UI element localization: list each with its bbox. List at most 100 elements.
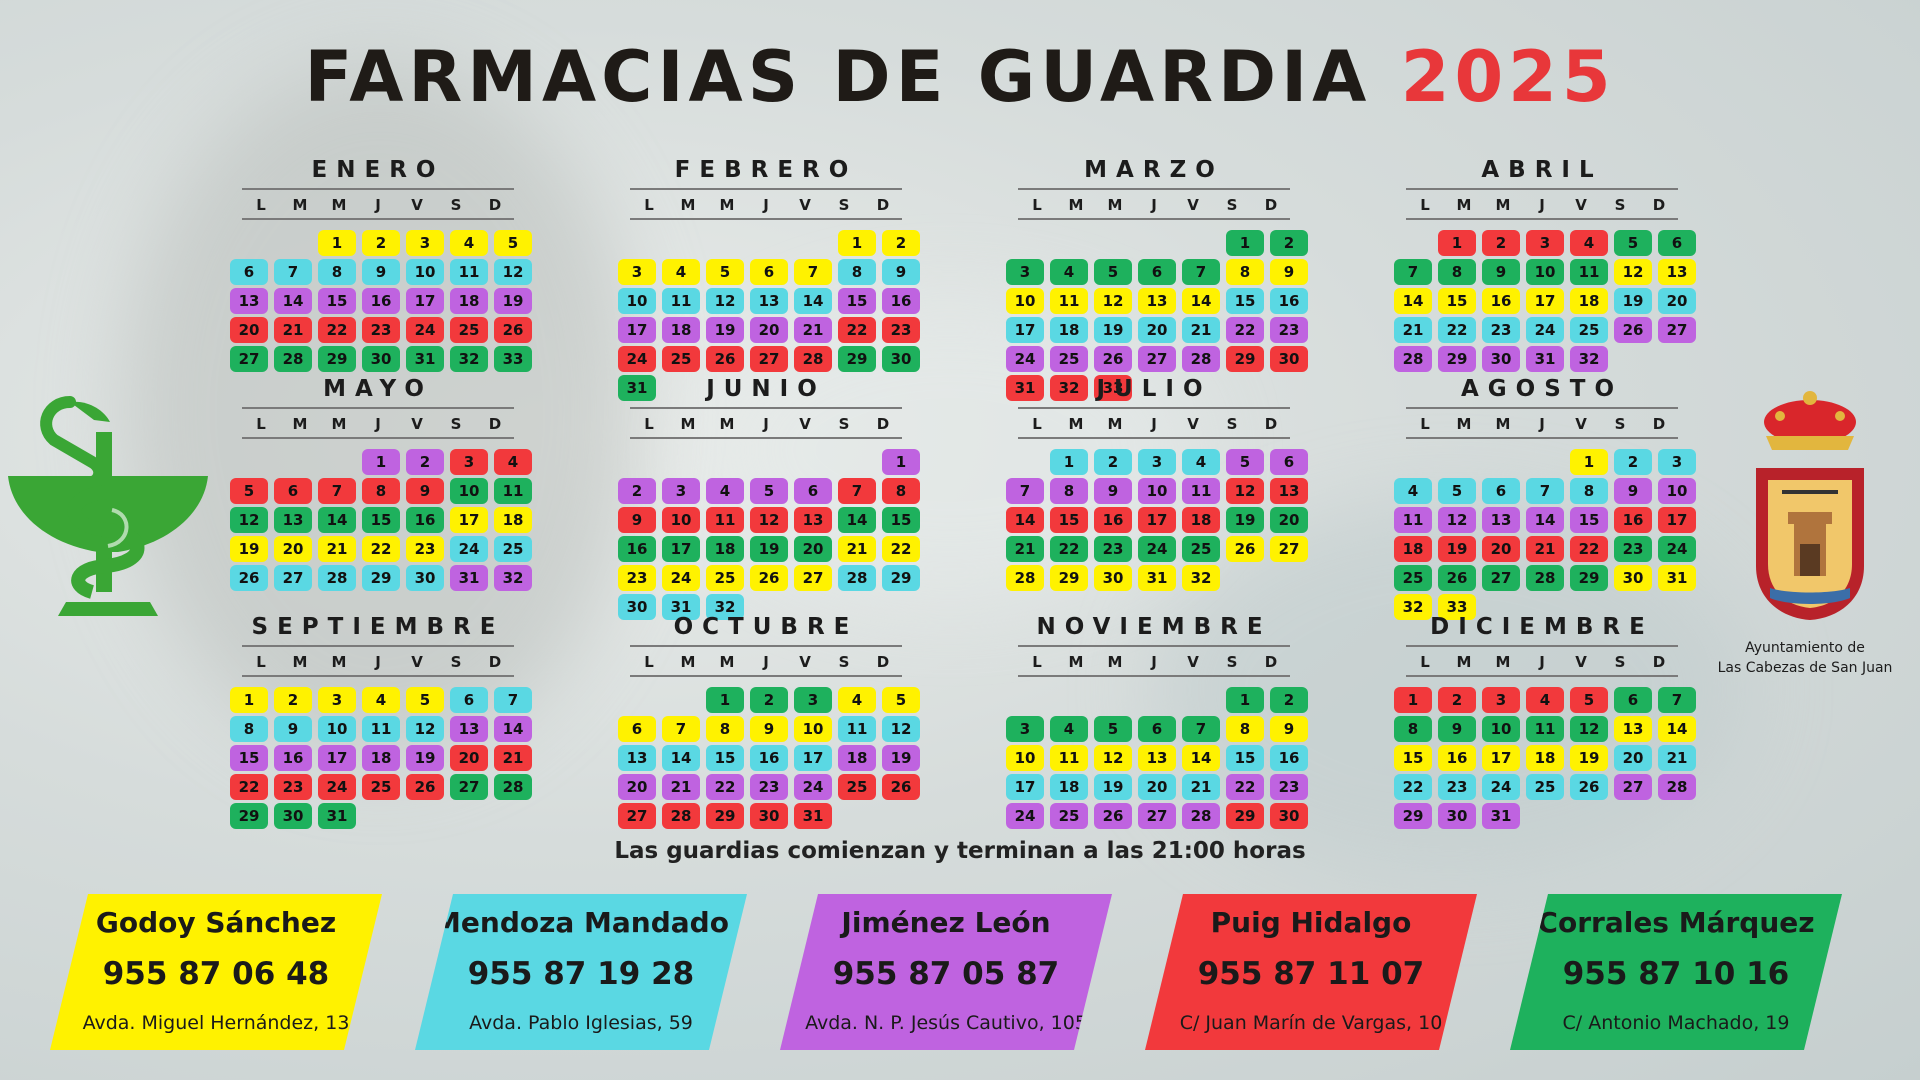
day-cell: 12 (406, 716, 444, 742)
day-cell: 22 (706, 774, 744, 800)
day-cell: 10 (1658, 478, 1696, 504)
day-cell: 23 (618, 565, 656, 591)
schedule-note: Las guardias comienzan y terminan a las … (614, 838, 1306, 864)
empty-cell (1138, 230, 1176, 256)
day-cell: 31 (794, 803, 832, 829)
day-cell: 21 (1526, 536, 1564, 562)
day-cell: 6 (1270, 449, 1308, 475)
day-cell: 16 (1482, 288, 1520, 314)
day-cell: 21 (1182, 774, 1220, 800)
day-cell: 18 (1526, 745, 1564, 771)
day-cell: 10 (450, 478, 488, 504)
empty-cell (230, 449, 268, 475)
weekday-label: M (292, 196, 308, 214)
day-cell: 27 (1138, 803, 1176, 829)
day-cell: 12 (1226, 478, 1264, 504)
pharmacy-name: Jiménez León (841, 906, 1051, 939)
day-cell: 25 (706, 565, 744, 591)
day-cell: 17 (406, 288, 444, 314)
day-cell: 29 (230, 803, 268, 829)
day-cell: 24 (794, 774, 832, 800)
weekday-label: J (1151, 196, 1157, 214)
day-cell: 22 (838, 317, 876, 343)
day-cell: 30 (1614, 565, 1652, 591)
day-cell: 4 (1050, 259, 1088, 285)
day-cell: 10 (618, 288, 656, 314)
day-cell: 6 (230, 259, 268, 285)
day-cell: 30 (1270, 346, 1308, 372)
pharmacy-name: Corrales Márquez (1537, 906, 1815, 939)
day-cell: 10 (318, 716, 356, 742)
day-cell: 25 (1526, 774, 1564, 800)
month-name: MARZO (1084, 157, 1224, 183)
weekday-label: S (450, 653, 462, 671)
day-cell: 10 (1138, 478, 1176, 504)
empty-cell (1006, 687, 1044, 713)
day-cell: 18 (706, 536, 744, 562)
day-cell: 27 (794, 565, 832, 591)
weekday-label: M (1107, 196, 1123, 214)
pharmacy-card: Corrales Márquez 955 87 10 16 C/ Antonio M… (1510, 894, 1842, 1050)
day-cell: 33 (1094, 375, 1132, 401)
divider (1406, 675, 1678, 677)
day-cell: 29 (362, 565, 400, 591)
weekday-label: L (256, 653, 266, 671)
day-cell: 7 (838, 478, 876, 504)
day-cell: 9 (882, 259, 920, 285)
day-cell: 1 (882, 449, 920, 475)
day-cell: 23 (1614, 536, 1652, 562)
day-cell: 23 (1270, 774, 1308, 800)
coat-of-arms-icon (1756, 391, 1864, 620)
weekday-label: L (644, 196, 654, 214)
days-grid: 1 2 3 4 5 6 7 8 9 10 11 12 13 14 15 16 17 18 19 20 21 22 23 24 2… (1006, 230, 1308, 401)
day-cell: 7 (662, 716, 700, 742)
month-junio: JUNIO L M M J V S D 1 2 3 4 5 6 7 8 9 10 11 12 13 14 15 16 17 18 1… (616, 375, 920, 620)
day-cell: 19 (1570, 745, 1608, 771)
weekday-label: V (411, 415, 423, 433)
day-cell: 26 (1094, 803, 1132, 829)
month-name: JULIO (1096, 376, 1212, 402)
day-cell: 5 (1570, 687, 1608, 713)
day-cell: 11 (1570, 259, 1608, 285)
weekday-label: J (763, 196, 769, 214)
divider (630, 675, 902, 677)
weekday-label: J (1539, 196, 1545, 214)
weekday-label: L (256, 415, 266, 433)
pharmacy-name: Puig Hidalgo (1210, 906, 1412, 939)
day-cell: 7 (1182, 716, 1220, 742)
weekday-label: J (1539, 653, 1545, 671)
weekday-label: L (1420, 415, 1430, 433)
day-cell: 17 (450, 507, 488, 533)
day-cell: 16 (362, 288, 400, 314)
day-cell: 29 (1050, 565, 1088, 591)
day-cell: 20 (750, 317, 788, 343)
day-cell: 4 (838, 687, 876, 713)
day-cell: 5 (706, 259, 744, 285)
day-cell: 3 (794, 687, 832, 713)
day-cell: 26 (1094, 346, 1132, 372)
day-cell: 20 (1658, 288, 1696, 314)
divider (630, 218, 902, 220)
month-noviembre: NOVIEMBRE L M M J V S D 1 2 3 4 5 6 7 8 9 10 11 12 13 14 15 16 1… (1004, 613, 1308, 829)
day-cell: 25 (1182, 536, 1220, 562)
weekday-label: M (680, 196, 696, 214)
day-cell: 22 (1570, 536, 1608, 562)
day-cell: 18 (838, 745, 876, 771)
day-cell: 11 (1182, 478, 1220, 504)
day-cell: 13 (230, 288, 268, 314)
weekday-label: V (799, 196, 811, 214)
day-cell: 15 (1570, 507, 1608, 533)
weekday-label: M (1456, 196, 1472, 214)
day-cell: 26 (1438, 565, 1476, 591)
day-cell: 20 (794, 536, 832, 562)
day-cell: 9 (1438, 716, 1476, 742)
day-cell: 7 (1658, 687, 1696, 713)
day-cell: 32 (1050, 375, 1088, 401)
days-grid: 1 2 3 4 5 6 7 8 9 10 11 12 13 14 15 16 17 18 19 20 21 22 23 24 2… (618, 230, 920, 401)
day-cell: 3 (1482, 687, 1520, 713)
weekday-label: V (1575, 653, 1587, 671)
weekday-label: D (1264, 653, 1278, 671)
day-cell: 2 (1482, 230, 1520, 256)
day-cell: 13 (1138, 288, 1176, 314)
divider (242, 675, 514, 677)
